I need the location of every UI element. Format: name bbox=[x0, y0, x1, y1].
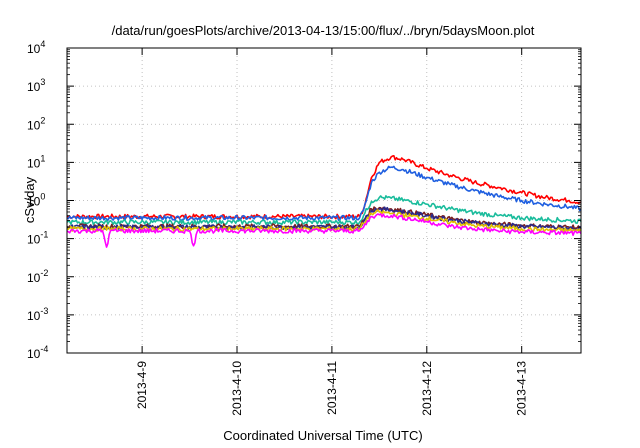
x-tick-label: 2013-4-10 bbox=[230, 361, 244, 416]
series-line-5 bbox=[66, 206, 582, 232]
x-tick-label: 2013-4-9 bbox=[135, 361, 149, 409]
y-tick-label: 101 bbox=[27, 153, 45, 170]
y-tick-label: 10-1 bbox=[27, 230, 48, 247]
series-line-2 bbox=[66, 165, 582, 221]
series-line-3 bbox=[66, 195, 582, 226]
x-axis: 2013-4-9 2013-4-10 2013-4-11 2013-4-12 2013-… bbox=[135, 48, 529, 416]
chart-title: /data/run/goesPlots/archive/2013-04-13/1… bbox=[112, 23, 535, 38]
y-tick-label: 104 bbox=[27, 39, 45, 56]
x-tick-label: 2013-4-13 bbox=[515, 361, 529, 416]
x-axis-label: Coordinated Universal Time (UTC) bbox=[223, 428, 422, 443]
series-line-1 bbox=[66, 154, 582, 220]
y-tick-label: 10-4 bbox=[27, 344, 48, 361]
series-line-7 bbox=[66, 213, 582, 248]
y-axis-label: cSv/day bbox=[22, 176, 37, 223]
y-tick-label: 103 bbox=[27, 77, 45, 94]
series-line-6 bbox=[66, 209, 582, 233]
grid bbox=[67, 48, 581, 353]
y-tick-label: 102 bbox=[27, 115, 45, 132]
y-tick-label: 10-3 bbox=[27, 306, 48, 323]
y-tick-label: 10-2 bbox=[27, 268, 48, 285]
series-layer bbox=[66, 154, 582, 248]
x-tick-label: 2013-4-12 bbox=[420, 361, 434, 416]
x-tick-label: 2013-4-11 bbox=[325, 361, 339, 415]
